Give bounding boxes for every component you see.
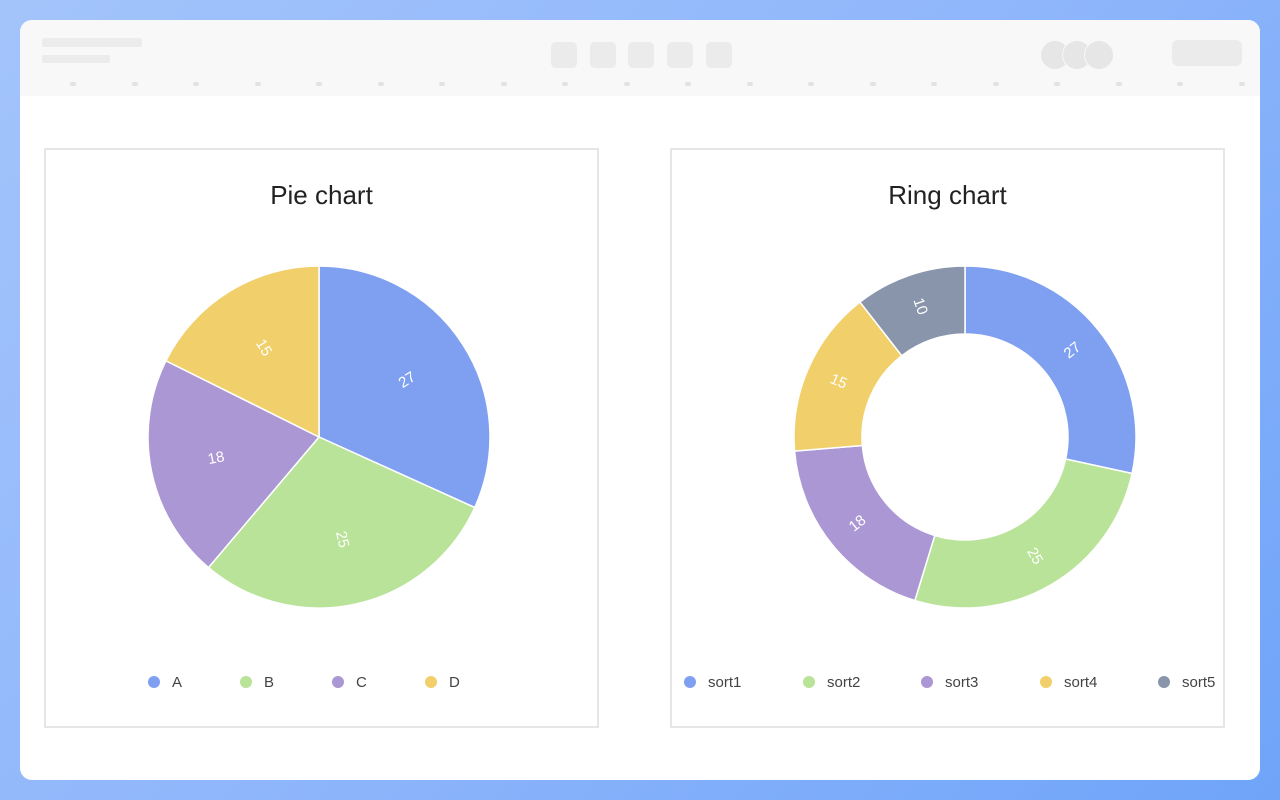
legend-item-sort4[interactable]: sort4 [1040, 670, 1097, 694]
ring-slice-sort1[interactable] [964, 265, 1137, 475]
ruler-tick [439, 82, 445, 86]
pie-slice-A[interactable] [318, 265, 491, 509]
pie-value-label: 18 [206, 448, 226, 468]
ruler-tick [562, 82, 568, 86]
ring-chart: 27 25 18 15 10 [793, 265, 1137, 609]
avatar[interactable] [1084, 40, 1114, 70]
ruler-tick [993, 82, 999, 86]
pie-chart: 27 25 18 15 [147, 265, 491, 609]
ring-value-label: 10 [909, 296, 930, 317]
legend-item-c[interactable]: C [332, 670, 367, 694]
ring-value-label: 25 [1023, 545, 1046, 568]
pie-slice-C[interactable] [147, 359, 321, 569]
pie-chart-panel: Pie chart 27 25 18 15 A B C D [44, 148, 599, 728]
ruler-tick [931, 82, 937, 86]
legend-item-sort2[interactable]: sort2 [803, 670, 860, 694]
ruler-tick [747, 82, 753, 86]
ring-value-label: 18 [846, 512, 870, 536]
legend-label: D [449, 673, 460, 691]
app-window: Pie chart 27 25 18 15 A B C D Ring chart 27… [20, 20, 1260, 780]
legend-item-sort1[interactable]: sort1 [684, 670, 741, 694]
legend-swatch [684, 676, 696, 688]
ring-value-label: 15 [828, 370, 850, 392]
legend-label: B [264, 673, 275, 691]
legend-label: sort2 [827, 673, 861, 691]
pie-value-label: 25 [332, 529, 352, 549]
ruler-tick [193, 82, 199, 86]
legend-item-a[interactable]: A [148, 670, 182, 694]
ruler-tick [624, 82, 630, 86]
ruler-tick [501, 82, 507, 86]
ring-value-label: 27 [1061, 339, 1085, 363]
pie-slice-B[interactable] [207, 436, 476, 609]
toolbar-button-5[interactable] [706, 42, 732, 68]
pie-slice-D[interactable] [164, 265, 320, 439]
legend-item-b[interactable]: B [240, 670, 274, 694]
ring-chart-panel: Ring chart 27 25 18 15 10 sort1 sort2 sort3 … [670, 148, 1225, 728]
ring-legend: sort1 sort2 sort3 sort4 sort5 [672, 670, 1223, 694]
legend-label: A [172, 673, 183, 691]
toolbar-button-2[interactable] [590, 42, 616, 68]
pie-legend: A B C D [46, 670, 597, 694]
subtitle-placeholder [42, 55, 110, 63]
ruler-tick [1116, 82, 1122, 86]
ring-slice-sort2[interactable] [913, 458, 1133, 609]
legend-label: C [356, 673, 367, 691]
legend-swatch [1158, 676, 1170, 688]
legend-swatch [148, 676, 160, 688]
legend-label: sort4 [1064, 673, 1098, 691]
ruler-tick [378, 82, 384, 86]
legend-item-sort5[interactable]: sort5 [1158, 670, 1215, 694]
toolbar-pill-button[interactable] [1172, 40, 1242, 66]
chart-title: Pie chart [270, 180, 373, 210]
toolbar-button-3[interactable] [628, 42, 654, 68]
ruler-tick [1054, 82, 1060, 86]
ruler-tick [255, 82, 261, 86]
legend-label: sort1 [708, 673, 742, 691]
legend-swatch [1040, 676, 1052, 688]
toolbar-button-1[interactable] [551, 42, 577, 68]
legend-item-sort3[interactable]: sort3 [921, 670, 978, 694]
ruler-tick [1177, 82, 1183, 86]
legend-swatch [240, 676, 252, 688]
legend-label: sort5 [1182, 673, 1216, 691]
ring-slice-sort5[interactable] [858, 265, 966, 357]
toolbar [20, 20, 1260, 96]
legend-swatch [425, 676, 437, 688]
legend-label: sort3 [945, 673, 979, 691]
pie-value-label: 15 [252, 336, 275, 359]
chart-title: Ring chart [888, 180, 1007, 210]
title-placeholder [42, 38, 142, 47]
pie-value-label: 27 [396, 368, 419, 391]
ruler-tick [132, 82, 138, 86]
ruler-tick [685, 82, 691, 86]
ruler-tick [1239, 82, 1245, 86]
ruler-tick [316, 82, 322, 86]
legend-swatch [332, 676, 344, 688]
toolbar-button-4[interactable] [667, 42, 693, 68]
legend-swatch [803, 676, 815, 688]
ruler-tick [70, 82, 76, 86]
ruler-tick [808, 82, 814, 86]
legend-item-d[interactable]: D [425, 670, 460, 694]
legend-swatch [921, 676, 933, 688]
ruler-tick [870, 82, 876, 86]
